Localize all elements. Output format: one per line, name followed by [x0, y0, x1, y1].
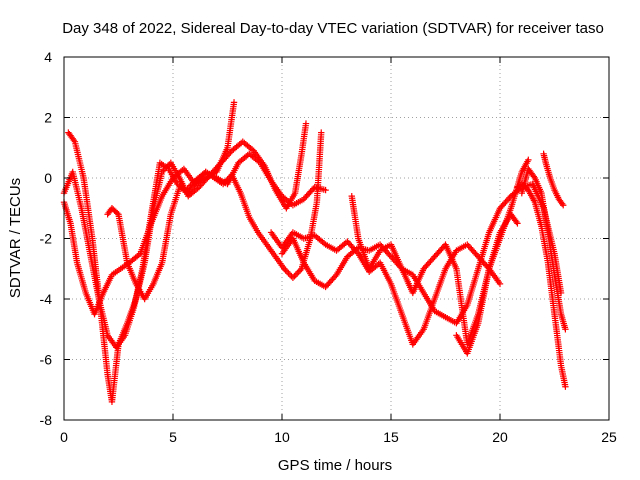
data-point-marker [70, 136, 78, 144]
data-point-marker [295, 268, 302, 275]
series-sat-7 [348, 156, 532, 348]
x-tick-label: 20 [492, 429, 508, 445]
series-sat-9 [540, 150, 567, 209]
y-tick-label: 4 [44, 49, 52, 65]
x-axis-title: GPS time / hours [278, 457, 392, 474]
data-point-marker [227, 149, 234, 156]
data-point-marker [230, 99, 238, 106]
data-point-marker [496, 280, 504, 288]
series-sat-4 [104, 129, 325, 303]
data-point-marker [198, 173, 205, 180]
y-tick-label: -6 [40, 352, 53, 368]
chart-title: Day 348 of 2022, Sidereal Day-to-day VTE… [62, 20, 604, 37]
x-tick-label: 10 [274, 429, 290, 445]
x-tick-label: 15 [383, 429, 399, 445]
data-point-marker [558, 200, 566, 207]
data-point-marker [286, 271, 294, 278]
data-point-marker [289, 274, 297, 282]
data-point-marker [513, 218, 520, 226]
x-tick-label: 5 [169, 429, 177, 445]
data-point-marker [219, 180, 227, 188]
y-tick-label: -4 [40, 291, 53, 307]
series-sat-10 [518, 165, 569, 333]
data-point-marker [222, 177, 230, 185]
data-point-marker [282, 267, 289, 274]
data-point-marker [163, 164, 170, 171]
data-point-marker [514, 220, 521, 227]
x-tick-label: 25 [601, 429, 617, 445]
y-tick-label: 0 [44, 170, 52, 186]
data-point-marker [331, 273, 339, 280]
data-point-marker [196, 174, 204, 182]
data-point-marker [193, 177, 201, 185]
series-sat-2 [65, 120, 310, 406]
y-tick-label: -8 [40, 412, 53, 428]
y-tick-label: 2 [44, 110, 52, 126]
data-point-marker [302, 120, 310, 127]
points-layer [60, 99, 569, 406]
data-point-marker [322, 186, 329, 194]
data-point-marker [199, 171, 206, 179]
data-point-marker [224, 176, 231, 183]
data-point-marker [158, 168, 166, 176]
data-point-marker [560, 202, 567, 209]
series-sat-11 [453, 211, 521, 357]
data-point-marker [294, 270, 301, 277]
data-point-marker [160, 167, 167, 174]
data-point-marker [283, 268, 291, 275]
data-point-marker [530, 173, 537, 180]
data-point-marker [353, 248, 361, 256]
data-point-marker [113, 209, 121, 217]
y-tick-label: -2 [40, 231, 53, 247]
data-point-marker [164, 162, 172, 170]
grid-layer [64, 57, 609, 420]
data-point-marker [562, 326, 569, 333]
series-sat-8 [514, 180, 569, 390]
data-point-marker [195, 176, 202, 183]
data-point-marker [296, 267, 304, 274]
x-tick-label: 0 [60, 429, 68, 445]
data-point-marker [161, 165, 169, 173]
y-axis-title: SDTVAR / TECUs [7, 178, 24, 298]
data-point-marker [291, 273, 298, 280]
data-point-marker [221, 179, 228, 186]
data-point-marker [225, 174, 233, 182]
data-point-marker [280, 265, 288, 272]
data-point-marker [292, 271, 300, 278]
series-sat-3 [60, 99, 238, 318]
data-point-marker [562, 383, 569, 390]
ticks-layer: 0 5 10 15 20 25 -8 -6 -4 -2 0 2 4 [40, 49, 617, 445]
data-point-marker [525, 156, 532, 164]
series-sat-5 [278, 180, 565, 327]
data-point-marker [318, 129, 325, 136]
data-point-marker [285, 270, 292, 277]
